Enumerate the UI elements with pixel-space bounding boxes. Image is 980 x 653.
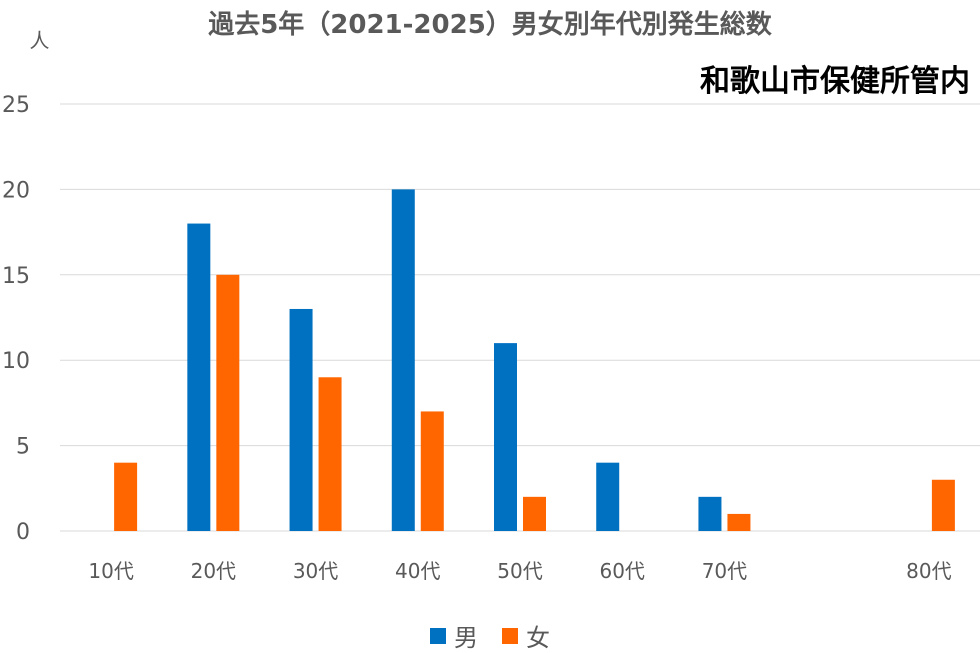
legend-swatch-male xyxy=(430,627,446,644)
x-tick-label: 80代 xyxy=(906,559,951,583)
x-tick-label: 40代 xyxy=(395,559,440,583)
x-tick-label: 20代 xyxy=(191,559,236,583)
bar-male xyxy=(494,343,517,531)
bar-female xyxy=(216,274,240,531)
x-tick-label: 50代 xyxy=(497,559,542,583)
y-tick-label: 15 xyxy=(2,264,30,289)
x-tick-label: 30代 xyxy=(293,559,338,583)
legend: 男 女 xyxy=(0,618,980,653)
bar-female xyxy=(420,411,444,531)
legend-item-male: 男 xyxy=(430,618,478,653)
legend-label-male: 男 xyxy=(454,624,478,652)
bar-male xyxy=(596,462,620,531)
chart-subtitle: 和歌山市保健所管内 xyxy=(700,64,970,99)
bar-female xyxy=(727,513,751,531)
bar-male xyxy=(391,189,415,531)
y-tick-label: 5 xyxy=(16,435,30,460)
bar-female xyxy=(318,377,342,531)
legend-item-female: 女 xyxy=(502,618,550,653)
y-tick-label: 20 xyxy=(2,178,30,203)
y-tick-label: 0 xyxy=(16,520,30,545)
bar-female xyxy=(523,496,546,531)
x-tick-label: 10代 xyxy=(88,559,133,583)
x-tick-label: 70代 xyxy=(702,559,747,583)
bar-female xyxy=(114,462,138,531)
x-tick-label: 60代 xyxy=(599,559,644,583)
bar-female xyxy=(931,479,955,531)
bar-male xyxy=(698,496,722,531)
legend-swatch-female xyxy=(502,627,518,644)
chart-title: 過去5年（2021-2025）男女別年代別発生総数 xyxy=(208,10,772,40)
y-axis-unit-label: 人 xyxy=(26,30,50,50)
legend-label-female: 女 xyxy=(526,624,550,652)
bar-male xyxy=(187,223,211,531)
y-tick-label: 10 xyxy=(2,349,30,374)
bar-male xyxy=(289,308,313,531)
y-tick-label: 25 xyxy=(2,93,30,118)
